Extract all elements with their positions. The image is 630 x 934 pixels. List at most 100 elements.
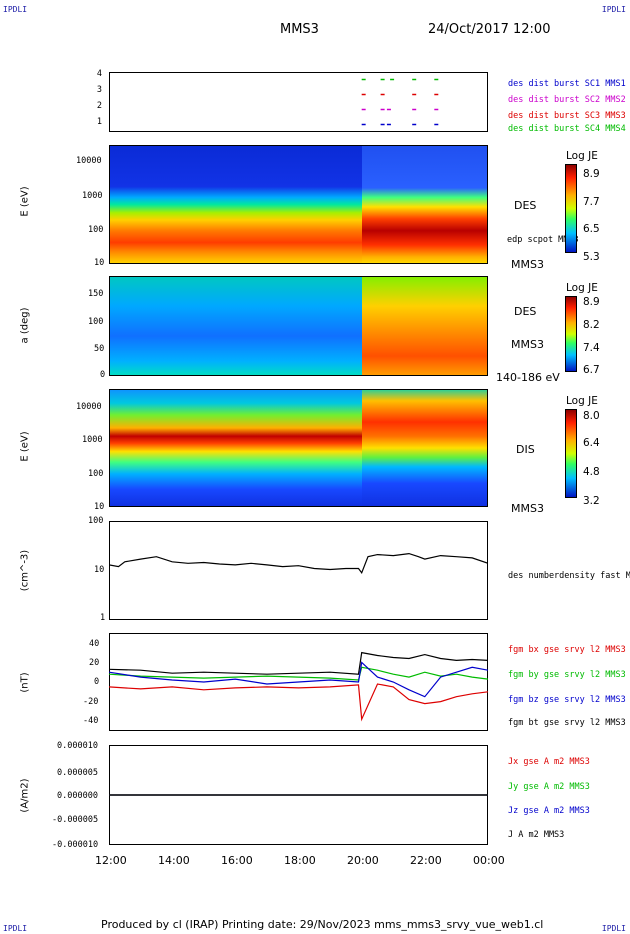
burst-legend-mms3: des dist burst SC3 MMS3	[508, 111, 626, 121]
xaxis-tick: 12:00	[95, 854, 127, 867]
density-ytick: 1	[100, 613, 106, 623]
bfield-ytick: 40	[89, 639, 100, 649]
current-ytick: 0.000005	[57, 768, 98, 778]
des-energy-colorbar-tick: 7.7	[583, 196, 600, 208]
plot-datetime: 24/Oct/2017 12:00	[428, 22, 551, 37]
des-energy-overlay-label: edp scpot MMS3	[507, 235, 579, 245]
des-pitch-instrument: DES	[514, 305, 537, 318]
bfield-legend-bt: fgm bt gse srvy l2 MMS3	[508, 718, 626, 728]
density-legend: des numberdensity fast M	[508, 571, 630, 581]
dis-energy-colorbar-tick: 8.0	[583, 410, 600, 422]
current-plot	[109, 745, 488, 845]
current-legend-jx: Jx gse A m2 MMS3	[508, 757, 590, 767]
footer-credit: Produced by cl (IRAP) Printing date: 29/…	[101, 918, 544, 931]
des-energy-ytick: 1000	[82, 191, 103, 201]
des-pitch-colorbar-tick: 7.4	[583, 342, 600, 354]
des-pitch-ytick: 0	[100, 370, 106, 380]
bfield-legend-by: fgm by gse srvy l2 MMS3	[508, 670, 626, 680]
des-pitch-spectrogram	[109, 276, 488, 376]
des-pitch-colorbar-tick: 8.2	[583, 319, 600, 331]
plot-title: MMS3	[280, 22, 319, 37]
bfield-ytick: 0	[94, 677, 100, 687]
current-legend-j: J A m2 MMS3	[508, 830, 565, 840]
burst-ytick: 3	[96, 85, 102, 95]
des-pitch-energy-range: 140-186 eV	[496, 371, 560, 384]
dis-energy-colorbar-tick: 4.8	[583, 466, 600, 478]
dis-energy-spectrogram	[109, 389, 488, 507]
des-energy-colorbar-tick: 6.5	[583, 223, 600, 235]
xaxis-tick: 20:00	[347, 854, 379, 867]
dis-energy-colorbar-tick: 6.4	[583, 437, 600, 449]
burst-legend-mms2: des dist burst SC2 MMS2	[508, 95, 626, 105]
current-ytick: -0.000010	[52, 840, 99, 850]
dis-energy-spacecraft: MMS3	[511, 502, 544, 515]
des-energy-colorbar-tick: 8.9	[583, 168, 600, 180]
xaxis-tick: 18:00	[284, 854, 316, 867]
des-energy-ytick: 10	[94, 258, 105, 268]
dis-energy-ytick: 10000	[76, 402, 102, 412]
des-energy-spacecraft: MMS3	[511, 258, 544, 271]
des-pitch-spacecraft: MMS3	[511, 338, 544, 351]
current-legend-jy: Jy gse A m2 MMS3	[508, 782, 590, 792]
magnetic-field-series-line-0	[109, 683, 488, 722]
current-ytick: -0.000005	[52, 815, 99, 825]
burst-ytick: 1	[96, 117, 102, 127]
corner-label-top-right: IPDLI	[601, 5, 626, 14]
dis-energy-colorbar-tick: 3.2	[583, 495, 600, 507]
density-ytick: 100	[88, 516, 104, 526]
des-energy-colorbar-title: Log JE	[566, 150, 598, 162]
des-energy-instrument: DES	[514, 199, 537, 212]
burst-yaxis: 4 3 2 1	[63, 69, 108, 132]
burst-plot	[109, 72, 488, 132]
bfield-legend-bx: fgm bx gse srvy l2 MMS3	[508, 645, 626, 655]
xaxis-tick: 14:00	[158, 854, 190, 867]
corner-label-bottom-right: IPDLI	[601, 924, 626, 933]
des-pitch-colorbar-tick: 6.7	[583, 364, 600, 376]
dis-energy-ylabel: E (eV)	[19, 431, 31, 462]
dis-energy-ytick: 100	[88, 469, 104, 479]
magnetic-field-series-line-2	[109, 661, 488, 698]
xaxis-tick: 22:00	[410, 854, 442, 867]
density-plot	[109, 521, 488, 620]
burst-legend-mms1: des dist burst SC1 MMS1	[508, 79, 626, 89]
corner-label-bottom-left: IPDLI	[3, 924, 28, 933]
xaxis-tick: 16:00	[221, 854, 253, 867]
des-energy-ylabel: E (eV)	[19, 186, 31, 217]
des-pitch-ytick: 100	[88, 317, 104, 327]
bfield-ytick: -20	[83, 697, 99, 707]
burst-legend-mms4: des dist burst SC4 MMS4	[508, 124, 626, 134]
des-energy-colorbar-tick: 5.3	[583, 251, 600, 263]
burst-ytick: 4	[96, 69, 102, 79]
dis-energy-ytick: 1000	[82, 435, 103, 445]
current-ytick: 0.000010	[57, 741, 98, 751]
bfield-plot	[109, 633, 488, 731]
current-ylabel: (A/m2)	[19, 778, 31, 813]
des-energy-spectrogram	[109, 145, 488, 264]
dis-energy-instrument: DIS	[516, 443, 535, 456]
magnetic-field-series-line-3	[109, 651, 488, 675]
density-ytick: 10	[94, 565, 105, 575]
burst-ytick: 2	[96, 101, 102, 111]
dis-energy-ytick: 10	[94, 502, 105, 512]
bfield-legend-bz: fgm bz gse srvy l2 MMS3	[508, 695, 626, 705]
dis-energy-colorbar	[565, 409, 577, 498]
density-series-line-0	[109, 552, 488, 575]
des-pitch-colorbar-title: Log JE	[566, 282, 598, 294]
des-energy-ytick: 100	[88, 225, 104, 235]
des-pitch-colorbar-tick: 8.9	[583, 296, 600, 308]
bfield-ylabel: (nT)	[19, 672, 31, 693]
current-legend-jz: Jz gse A m2 MMS3	[508, 806, 590, 816]
bfield-ytick: -40	[83, 716, 99, 726]
dis-energy-colorbar-title: Log JE	[566, 395, 598, 407]
des-energy-colorbar	[565, 164, 577, 253]
des-energy-ytick: 10000	[76, 156, 102, 166]
des-pitch-colorbar	[565, 296, 577, 372]
current-ytick: 0.000000	[57, 791, 98, 801]
des-pitch-ytick: 50	[94, 344, 105, 354]
xaxis-tick: 00:00	[473, 854, 505, 867]
corner-label-top-left: IPDLI	[3, 5, 28, 14]
density-ylabel: (cm^-3)	[19, 549, 31, 592]
des-pitch-ylabel: a (deg)	[19, 307, 31, 344]
des-pitch-ytick: 150	[88, 289, 104, 299]
bfield-ytick: 20	[89, 658, 100, 668]
